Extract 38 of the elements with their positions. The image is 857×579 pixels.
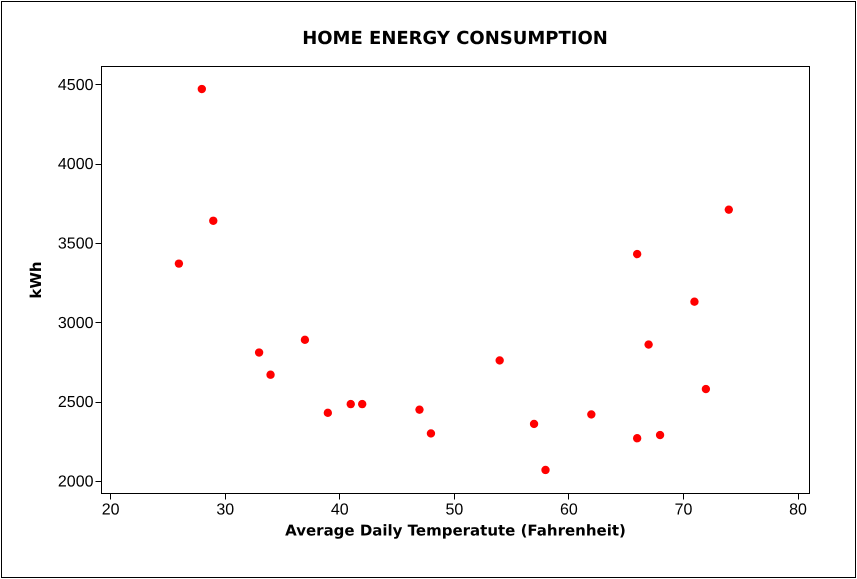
point bbox=[358, 400, 366, 408]
point bbox=[198, 84, 206, 94]
point bbox=[724, 205, 733, 214]
point bbox=[541, 466, 550, 474]
point bbox=[530, 420, 538, 428]
x-tick-label: 30 bbox=[216, 502, 234, 518]
point bbox=[644, 340, 653, 349]
point bbox=[266, 370, 275, 379]
point bbox=[415, 405, 424, 414]
x-tick-label: 40 bbox=[330, 502, 349, 518]
x-tick-label: 80 bbox=[789, 502, 808, 518]
point bbox=[426, 429, 436, 438]
y-tick-label: 3500 bbox=[58, 235, 94, 252]
y-tick-label: 4500 bbox=[58, 76, 94, 94]
point bbox=[656, 430, 664, 440]
point bbox=[254, 348, 264, 357]
point bbox=[300, 336, 310, 344]
y-axis-title: kWh bbox=[26, 261, 45, 299]
chart-title: HOME ENERGY CONSUMPTION bbox=[302, 28, 608, 49]
point bbox=[495, 356, 504, 365]
point bbox=[690, 298, 699, 306]
point bbox=[702, 384, 710, 394]
y-tick-label: 2500 bbox=[58, 394, 94, 412]
x-tick-label: 60 bbox=[560, 502, 578, 518]
x-tick-label: 20 bbox=[102, 502, 120, 518]
x-tick-label: 50 bbox=[445, 502, 464, 518]
point bbox=[632, 250, 642, 258]
x-axis-title: Average Daily Temperatute (Fahrenheit) bbox=[285, 522, 626, 540]
point bbox=[174, 259, 184, 268]
point bbox=[346, 400, 355, 408]
point bbox=[632, 434, 642, 442]
point bbox=[324, 408, 332, 418]
y-tick-label: 4000 bbox=[58, 156, 94, 174]
point bbox=[209, 216, 218, 225]
y-tick-label: 2000 bbox=[58, 474, 94, 491]
point bbox=[587, 410, 596, 419]
x-tick-label: 70 bbox=[674, 502, 692, 518]
y-tick-label: 3000 bbox=[58, 314, 94, 332]
